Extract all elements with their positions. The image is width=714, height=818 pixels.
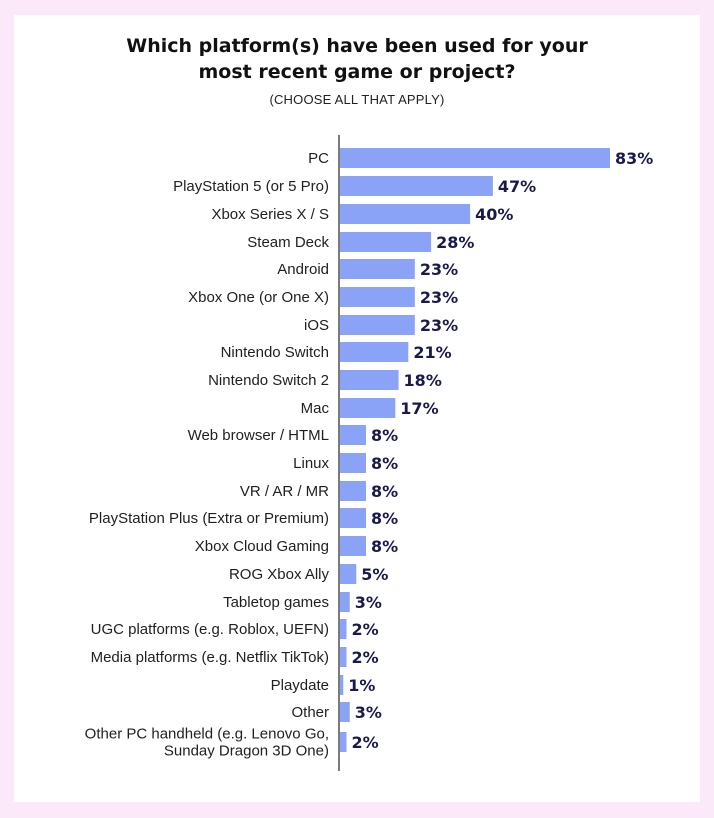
value-label: 1%: [348, 676, 375, 695]
value-label: 23%: [420, 260, 458, 279]
bar: [340, 564, 357, 584]
category-label-line: Media platforms (e.g. Netflix TikTok): [91, 649, 329, 666]
bar: [340, 398, 396, 418]
category-label-line: Web browser / HTML: [188, 427, 329, 444]
bar: [340, 702, 350, 722]
category-label-line: Xbox Cloud Gaming: [195, 538, 329, 555]
category-label: Xbox One (or One X): [188, 289, 329, 306]
value-label: 8%: [371, 454, 398, 473]
category-label-line: Other: [291, 704, 329, 721]
bar: [340, 370, 399, 390]
bar: [340, 287, 415, 307]
category-label-line: ROG Xbox Ally: [229, 566, 330, 583]
category-label: Tabletop games: [223, 594, 329, 611]
chart-subtitle: (CHOOSE ALL THAT APPLY): [269, 92, 445, 107]
category-label-line: Steam Deck: [247, 234, 329, 251]
value-label: 2%: [352, 620, 379, 639]
category-label: ROG Xbox Ally: [229, 566, 330, 583]
category-label-line: Xbox One (or One X): [188, 289, 329, 306]
value-label: 83%: [615, 149, 653, 168]
bar: [340, 647, 347, 667]
category-label: PC: [308, 150, 329, 167]
category-label: Media platforms (e.g. Netflix TikTok): [91, 649, 329, 666]
bar-chart: PC 83% PlayStation 5 (or 5 Pro) 47% Xbox Ser…: [85, 135, 653, 771]
chart-title-line-2: most recent game or project?: [198, 61, 516, 83]
bar: [340, 148, 610, 168]
value-label: 28%: [436, 233, 474, 252]
bar: [340, 508, 367, 528]
category-label: Xbox Series X / S: [211, 206, 329, 223]
category-label: Playdate: [271, 677, 329, 694]
value-label: 8%: [371, 482, 398, 501]
value-label: 47%: [498, 177, 536, 196]
category-label: Android: [277, 261, 329, 278]
bar: [340, 732, 347, 752]
value-label: 8%: [371, 509, 398, 528]
bar: [340, 453, 367, 473]
category-label-line: Xbox Series X / S: [211, 206, 329, 223]
category-label: PlayStation Plus (Extra or Premium): [89, 510, 329, 527]
bar: [340, 232, 432, 252]
value-label: 3%: [355, 703, 382, 722]
value-label: 8%: [371, 537, 398, 556]
category-label-line: Sunday Dragon 3D One): [164, 743, 329, 760]
value-label: 21%: [413, 343, 451, 362]
category-label: Nintendo Switch 2: [208, 372, 329, 389]
category-label-line: iOS: [304, 317, 329, 334]
category-label: Other: [291, 704, 329, 721]
bar: [340, 675, 344, 695]
category-label: Linux: [293, 455, 329, 472]
category-label: PlayStation 5 (or 5 Pro): [173, 178, 329, 195]
value-label: 18%: [404, 371, 442, 390]
category-label-line: Mac: [301, 400, 330, 417]
category-label-line: PlayStation Plus (Extra or Premium): [89, 510, 329, 527]
category-label-line: PlayStation 5 (or 5 Pro): [173, 178, 329, 195]
category-label: Xbox Cloud Gaming: [195, 538, 329, 555]
category-label: Other PC handheld (e.g. Lenovo Go, Sunday…: [85, 726, 329, 760]
chart-card: Which platform(s) have been used for you…: [14, 15, 700, 802]
category-label: Mac: [301, 400, 330, 417]
bar: [340, 176, 493, 196]
bar: [340, 204, 471, 224]
value-label: 23%: [420, 288, 458, 307]
category-label-line: Tabletop games: [223, 594, 329, 611]
category-label: Web browser / HTML: [188, 427, 329, 444]
category-label: Steam Deck: [247, 234, 329, 251]
bar: [340, 592, 350, 612]
bar: [340, 259, 415, 279]
value-label: 2%: [352, 648, 379, 667]
category-label-line: Other PC handheld (e.g. Lenovo Go,: [85, 726, 329, 743]
category-label: iOS: [304, 317, 329, 334]
bar: [340, 342, 409, 362]
value-label: 17%: [400, 399, 438, 418]
bar: [340, 481, 367, 501]
category-label-line: PC: [308, 150, 329, 167]
bar: [340, 315, 415, 335]
category-label-line: Nintendo Switch: [221, 344, 329, 361]
value-label: 3%: [355, 593, 382, 612]
value-label: 2%: [352, 733, 379, 752]
category-label-line: Nintendo Switch 2: [208, 372, 329, 389]
value-label: 40%: [475, 205, 513, 224]
value-label: 5%: [361, 565, 388, 584]
category-label: VR / AR / MR: [240, 483, 329, 500]
category-label-line: UGC platforms (e.g. Roblox, UEFN): [91, 621, 329, 638]
category-label-line: Linux: [293, 455, 329, 472]
bar: [340, 425, 367, 445]
category-label-line: Android: [277, 261, 329, 278]
category-label: UGC platforms (e.g. Roblox, UEFN): [91, 621, 329, 638]
chart-title-line-1: Which platform(s) have been used for you…: [126, 35, 588, 57]
bar: [340, 536, 367, 556]
value-label: 23%: [420, 316, 458, 335]
category-label-line: VR / AR / MR: [240, 483, 329, 500]
bar: [340, 619, 347, 639]
category-label-line: Playdate: [271, 677, 329, 694]
value-label: 8%: [371, 426, 398, 445]
category-label: Nintendo Switch: [221, 344, 329, 361]
